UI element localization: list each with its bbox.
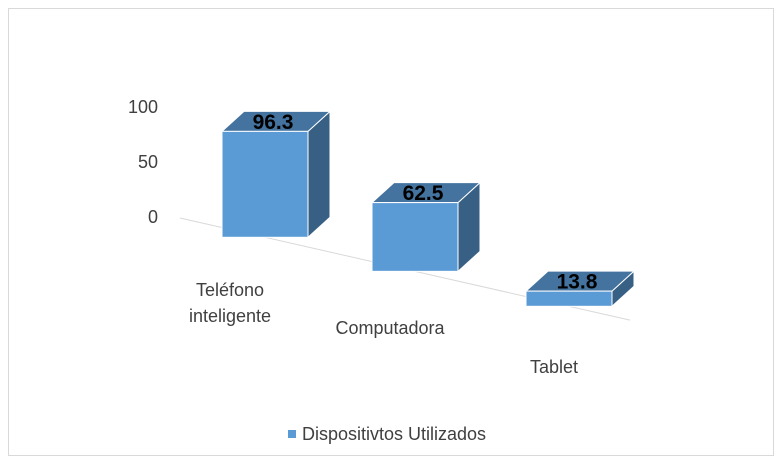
y-tick-label: 100 [128,97,158,117]
data-label: 96.3 [253,111,294,134]
bar [525,290,613,307]
bar-side [307,110,331,239]
x-tick-label: Teléfono inteligente [188,280,272,327]
y-tick-label: 0 [148,207,158,227]
y-tick-label: 50 [138,152,158,172]
bar [221,130,309,238]
legend-label: Dispositivtos Utilizados [302,424,486,444]
x-tick-label: Tablet [529,357,579,378]
bar [371,202,459,272]
legend-marker [288,430,296,438]
x-tick-label: Computadora [335,318,445,339]
data-label: 62.5 [403,182,444,205]
data-label: 13.8 [557,271,598,294]
